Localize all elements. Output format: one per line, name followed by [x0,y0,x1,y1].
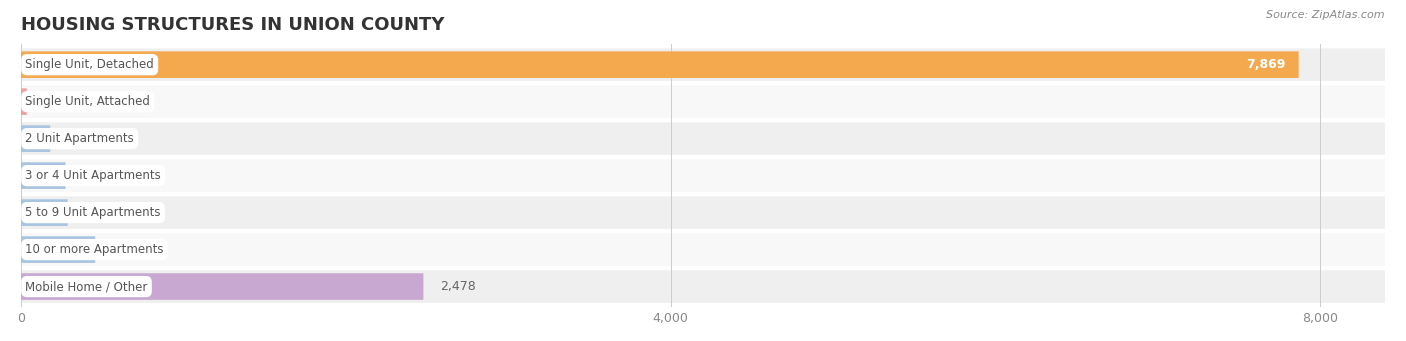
Text: 2 Unit Apartments: 2 Unit Apartments [25,132,134,145]
Text: 5 to 9 Unit Apartments: 5 to 9 Unit Apartments [25,206,160,219]
Text: 7,869: 7,869 [1246,58,1285,71]
Text: 457: 457 [111,243,135,256]
Text: Source: ZipAtlas.com: Source: ZipAtlas.com [1267,10,1385,20]
FancyBboxPatch shape [21,233,1385,266]
Text: HOUSING STRUCTURES IN UNION COUNTY: HOUSING STRUCTURES IN UNION COUNTY [21,16,444,34]
FancyBboxPatch shape [21,125,51,152]
FancyBboxPatch shape [21,88,27,115]
FancyBboxPatch shape [21,159,1385,192]
FancyBboxPatch shape [21,270,1385,303]
Text: 287: 287 [84,206,108,219]
FancyBboxPatch shape [21,48,1385,81]
Text: 274: 274 [82,169,105,182]
Text: 180: 180 [66,132,90,145]
Text: Mobile Home / Other: Mobile Home / Other [25,280,148,293]
FancyBboxPatch shape [21,273,423,300]
FancyBboxPatch shape [21,51,1299,78]
FancyBboxPatch shape [21,122,1385,155]
Text: 35: 35 [44,95,59,108]
Text: 3 or 4 Unit Apartments: 3 or 4 Unit Apartments [25,169,162,182]
Text: 2,478: 2,478 [440,280,475,293]
Text: Single Unit, Detached: Single Unit, Detached [25,58,155,71]
FancyBboxPatch shape [21,199,67,226]
Text: 10 or more Apartments: 10 or more Apartments [25,243,165,256]
FancyBboxPatch shape [21,85,1385,118]
Text: Single Unit, Attached: Single Unit, Attached [25,95,150,108]
FancyBboxPatch shape [21,162,66,189]
FancyBboxPatch shape [21,236,96,263]
FancyBboxPatch shape [21,196,1385,229]
